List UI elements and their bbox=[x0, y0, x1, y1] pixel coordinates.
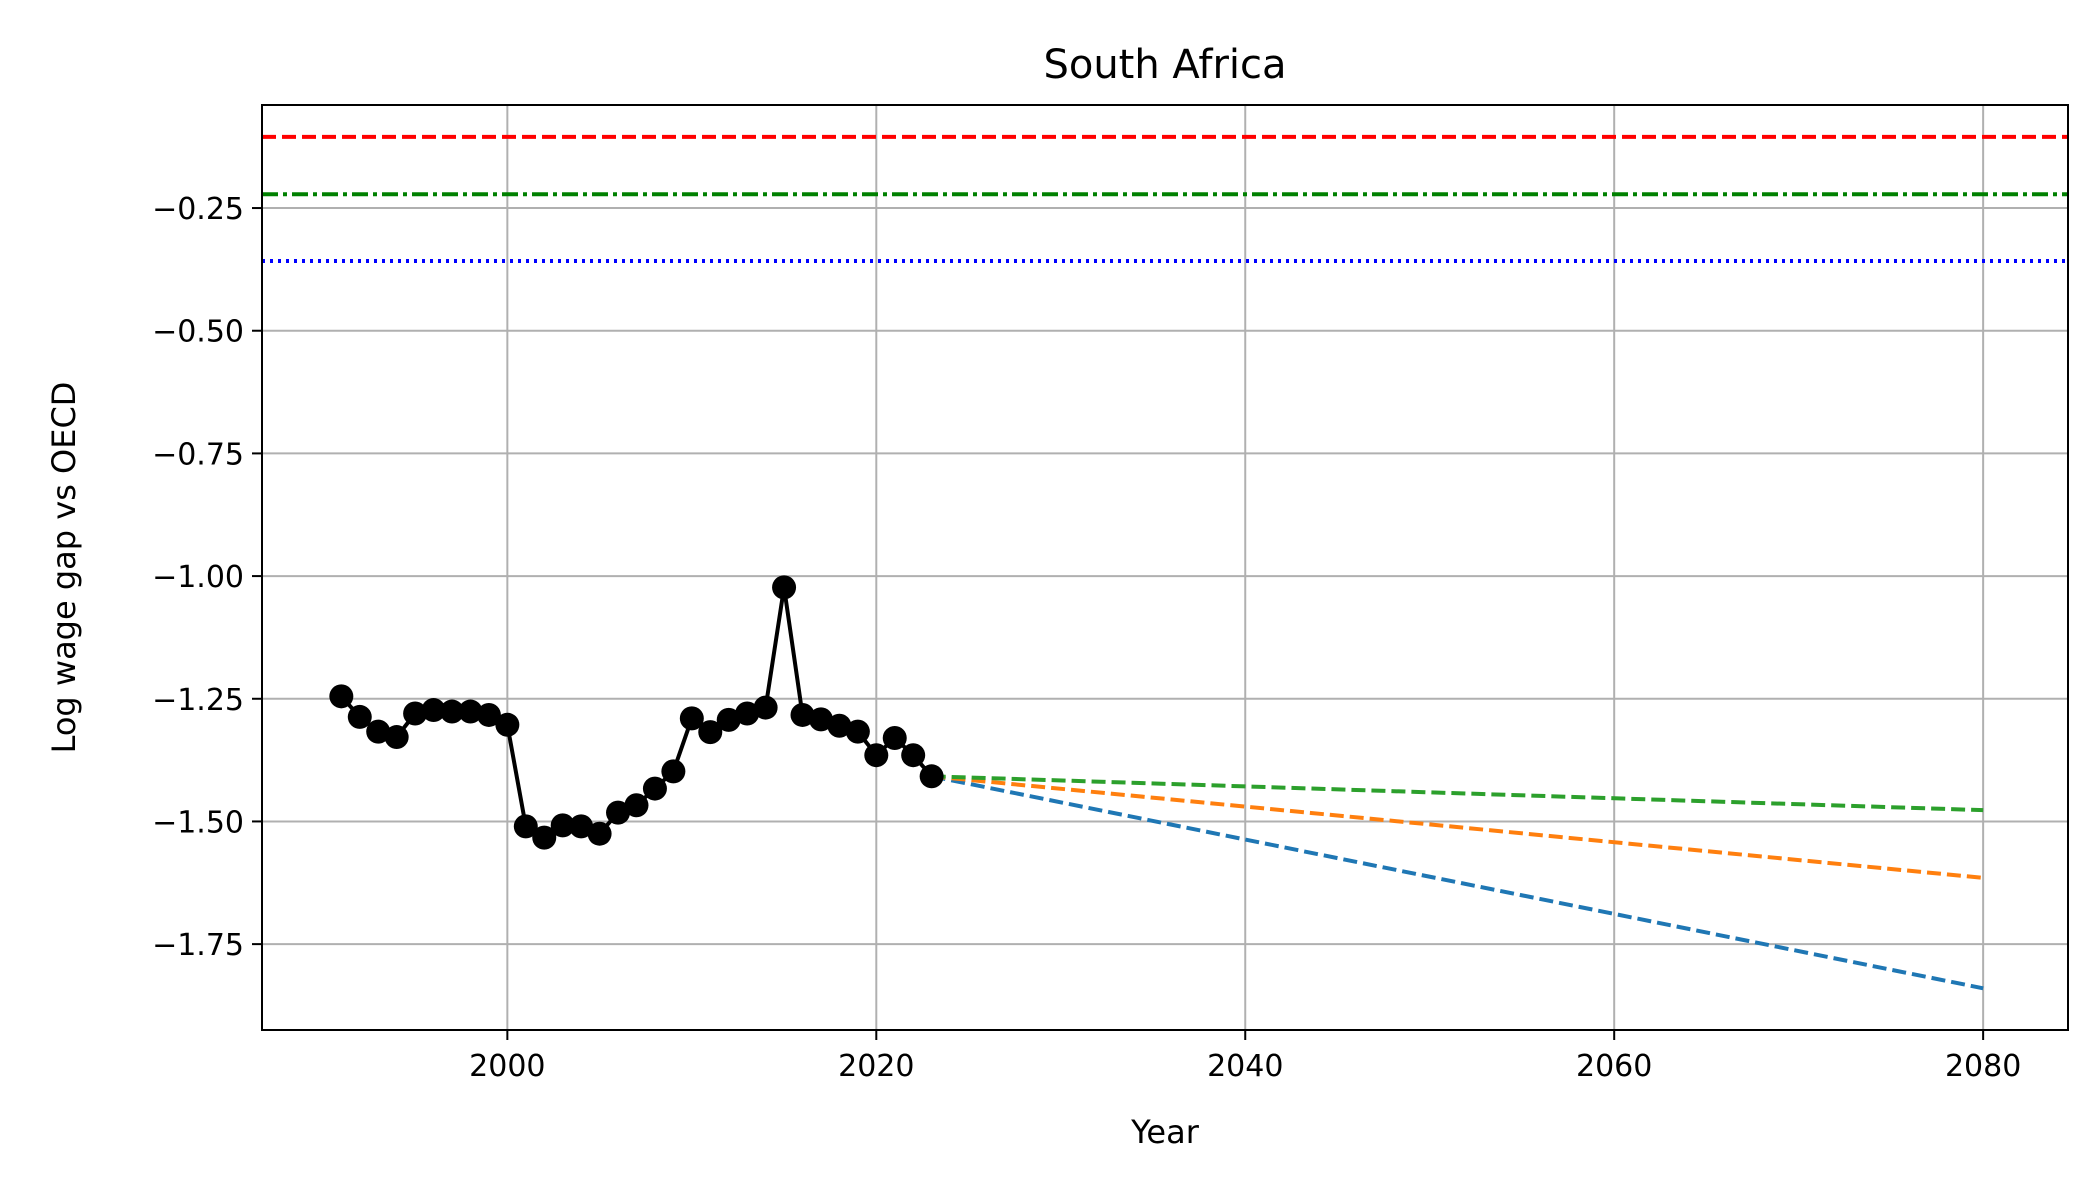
chart-title: South Africa bbox=[1043, 42, 1286, 88]
historical-series bbox=[329, 575, 944, 850]
historical-point bbox=[901, 743, 926, 768]
x-axis-label: Year bbox=[1130, 1113, 1200, 1151]
projection-line bbox=[931, 774, 1984, 813]
y-tick-label: −0.25 bbox=[152, 192, 244, 227]
x-tick-label: 2060 bbox=[1576, 1049, 1652, 1084]
historical-point bbox=[458, 699, 483, 724]
axis-ticks: 2000 2020 2040 2060 2080 −0.25 −0.50 −0.75 −1.00… bbox=[152, 192, 2021, 1084]
historical-point bbox=[532, 825, 557, 850]
historical-point bbox=[569, 814, 594, 839]
x-tick-label: 2040 bbox=[1207, 1049, 1283, 1084]
historical-point bbox=[440, 699, 465, 724]
historical-point bbox=[882, 726, 907, 751]
x-tick-label: 2020 bbox=[838, 1049, 914, 1084]
x-tick-label: 2000 bbox=[469, 1049, 545, 1084]
historical-point bbox=[827, 713, 852, 738]
projection-series bbox=[931, 774, 1984, 991]
historical-point bbox=[513, 814, 538, 839]
historical-point bbox=[347, 704, 372, 729]
historical-point bbox=[845, 719, 870, 744]
historical-point bbox=[679, 706, 704, 731]
historical-point bbox=[698, 720, 723, 745]
y-tick-label: −1.50 bbox=[152, 805, 244, 840]
y-tick-label: −1.75 bbox=[152, 928, 244, 963]
y-tick-label: −1.25 bbox=[152, 683, 244, 718]
historical-point bbox=[366, 719, 391, 744]
historical-point bbox=[772, 575, 797, 600]
historical-point bbox=[495, 712, 520, 737]
historical-point bbox=[384, 725, 409, 750]
historical-point bbox=[624, 793, 649, 818]
y-tick-label: −1.00 bbox=[152, 560, 244, 595]
y-tick-label: −0.50 bbox=[152, 315, 244, 350]
historical-point bbox=[753, 695, 778, 720]
plot-frame bbox=[261, 104, 2069, 1031]
historical-point bbox=[864, 743, 889, 768]
historical-point bbox=[735, 701, 760, 726]
historical-point bbox=[808, 707, 833, 732]
historical-point bbox=[642, 776, 667, 801]
y-axis-label: Log wage gap vs OECD bbox=[45, 382, 83, 754]
historical-point bbox=[661, 759, 686, 784]
historical-point bbox=[606, 800, 631, 825]
historical-point bbox=[476, 702, 501, 727]
historical-point bbox=[716, 707, 741, 732]
y-tick-label: −0.75 bbox=[152, 437, 244, 472]
projection-line bbox=[931, 774, 1984, 880]
historical-point bbox=[403, 701, 428, 726]
historical-point bbox=[550, 813, 575, 838]
historical-point bbox=[587, 821, 612, 846]
historical-point bbox=[919, 764, 944, 789]
historical-point bbox=[329, 684, 354, 709]
projection-line bbox=[931, 774, 1984, 991]
x-tick-label: 2080 bbox=[1945, 1049, 2021, 1084]
historical-point bbox=[790, 702, 815, 727]
historical-point bbox=[421, 698, 446, 723]
reference-lines bbox=[262, 134, 2068, 264]
